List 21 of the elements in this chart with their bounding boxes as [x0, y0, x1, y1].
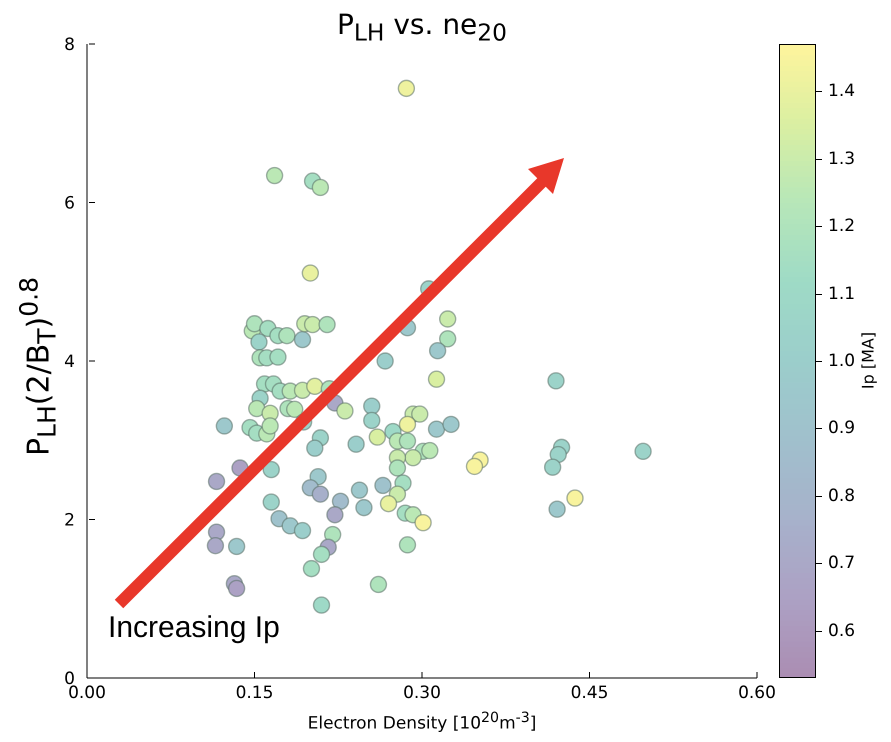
color-bar-label: 0.9 — [828, 418, 856, 438]
color-bar-title: Ip [MA] — [858, 330, 878, 392]
y-tick-label: 8 — [64, 35, 75, 55]
color-bar-label: 0.7 — [828, 553, 856, 574]
y-tick-label: 4 — [64, 352, 75, 372]
color-bar-label: 0.6 — [828, 620, 856, 641]
chart-title: P$_{LH}$ vs. ne$_{20}$ — [336, 8, 508, 47]
color-bar-label: 1.2 — [828, 216, 856, 236]
y-tick-label: 6 — [64, 194, 75, 214]
color-bar-label: 1.0 — [828, 351, 856, 371]
x-tick-label: 0.45 — [570, 683, 608, 703]
x-tick-label: 0.60 — [738, 683, 776, 703]
y-tick-label: 2 — [64, 510, 75, 530]
annotation: Increasing Ip — [108, 611, 280, 645]
x-tick-label: 0.30 — [403, 683, 441, 703]
color-bar-label: 1.4 — [828, 81, 856, 102]
x-axis-title: Electron Density [10$^{20}$m$^{-3}$] — [306, 710, 538, 734]
x-tick-label: 0.15 — [236, 683, 274, 703]
color-bar-label: 1.3 — [828, 148, 856, 169]
color-bar-label: 1.1 — [828, 284, 856, 304]
color-bar-label: 0.8 — [828, 486, 856, 506]
